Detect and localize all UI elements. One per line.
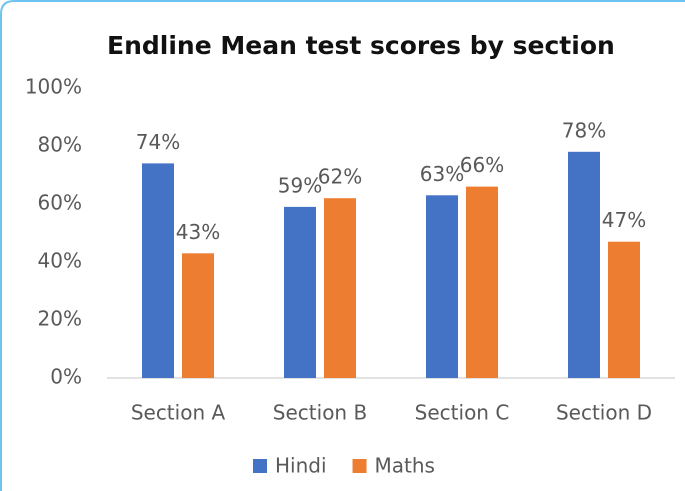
bar (568, 151, 600, 378)
bar (466, 186, 498, 378)
bar (426, 195, 458, 378)
value-label: 66% (460, 153, 504, 177)
chart-title: Endline Mean test scores by section (107, 31, 615, 60)
value-label: 74% (136, 130, 180, 154)
y-tick-label: 80% (38, 133, 82, 157)
bar (142, 163, 174, 378)
legend-label: Maths (375, 454, 435, 478)
bar (182, 253, 214, 378)
value-label: 62% (318, 165, 362, 189)
legend-swatch (253, 459, 267, 473)
y-tick-label: 0% (50, 365, 82, 389)
x-tick-label: Section C (415, 401, 510, 425)
legend-swatch (352, 459, 367, 473)
bar (324, 198, 356, 378)
y-tick-label: 60% (38, 191, 82, 215)
x-tick-label: Section A (131, 401, 226, 425)
bar (284, 206, 316, 378)
value-label: 63% (420, 162, 464, 186)
bar (608, 241, 640, 378)
value-label: 78% (562, 118, 606, 142)
x-tick-label: Section B (273, 401, 367, 425)
value-label: 59% (278, 173, 322, 197)
x-tick-label: Section D (556, 401, 652, 425)
y-tick-label: 100% (25, 75, 82, 99)
legend-label: Hindi (275, 454, 327, 478)
y-tick-label: 40% (38, 249, 82, 273)
y-tick-label: 20% (38, 307, 82, 331)
value-label: 47% (602, 208, 646, 232)
value-label: 43% (176, 220, 220, 244)
